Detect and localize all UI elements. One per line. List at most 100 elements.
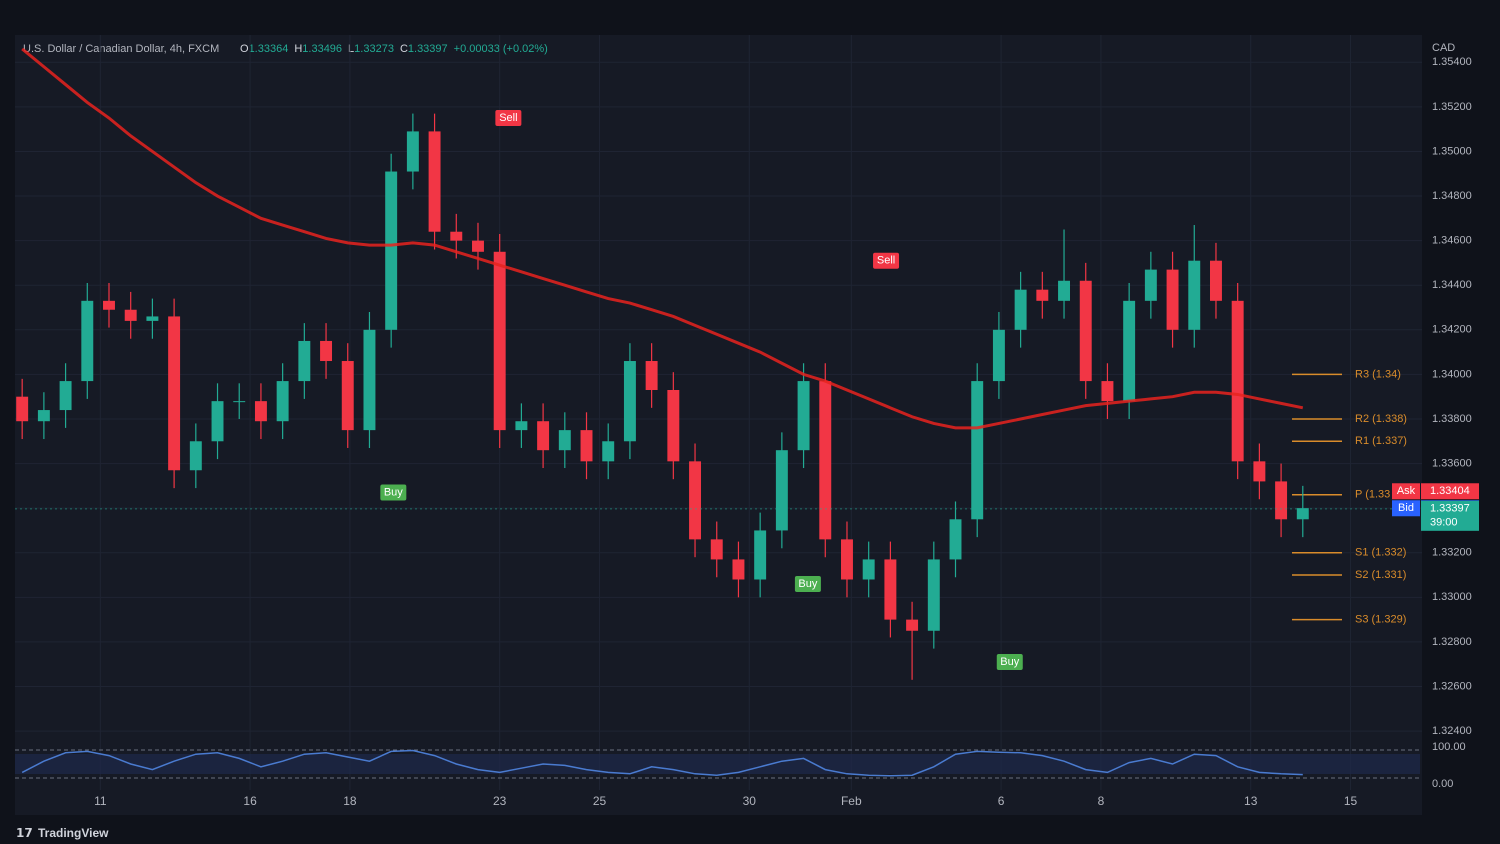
- change: +0.00033 (+0.02%): [454, 43, 548, 55]
- candle-body: [363, 329, 376, 431]
- bid-tag: Bid: [1398, 502, 1414, 514]
- candle-body: [341, 361, 354, 431]
- candle-body: [1296, 508, 1309, 520]
- x-tick-label: 11: [94, 794, 107, 808]
- oscillator-band: [15, 754, 1420, 774]
- ask-tag: Ask: [1397, 485, 1416, 497]
- y-tick-label: 1.33200: [1432, 547, 1472, 559]
- y-tick-label: 1.35000: [1432, 145, 1472, 157]
- signal-badge: [380, 484, 407, 501]
- brand-logo: 𝟭𝟳: [16, 826, 33, 840]
- pivot-label: S1 (1.332): [1355, 547, 1406, 559]
- candle-body: [841, 539, 853, 580]
- signal-label: Sell: [877, 255, 895, 267]
- ohlc-value: 1.33273: [354, 43, 394, 55]
- signal-badge: [495, 110, 522, 127]
- candle-body: [276, 381, 289, 422]
- candle-body: [1144, 269, 1157, 301]
- ohlc-value: 1.33364: [249, 43, 289, 55]
- candle-body: [146, 316, 159, 321]
- candle-body: [189, 441, 202, 471]
- y-tick-label: 1.33000: [1432, 591, 1472, 603]
- signal-label: Buy: [798, 578, 817, 590]
- candle-body: [797, 381, 810, 451]
- candle-body: [493, 251, 506, 431]
- candle-body: [732, 559, 745, 580]
- y-tick-label: 1.33800: [1432, 413, 1472, 425]
- candle-body: [254, 401, 267, 422]
- countdown: 39:00: [1430, 517, 1458, 529]
- candle-body: [1275, 481, 1288, 520]
- signal-label: Buy: [384, 486, 403, 498]
- pivot-label: R3 (1.34): [1355, 368, 1401, 380]
- candle-body: [211, 401, 224, 442]
- candle-body: [1253, 461, 1266, 482]
- signal-badge: [794, 575, 821, 592]
- pivot-label: S3 (1.329): [1355, 614, 1406, 626]
- candle-body: [1101, 381, 1114, 402]
- y-tick-label: 1.34800: [1432, 190, 1472, 202]
- y-tick-label: 1.32600: [1432, 680, 1472, 692]
- x-tick-label: 13: [1244, 794, 1258, 808]
- candle-body: [580, 430, 593, 462]
- oscillator-line: [21, 749, 1303, 777]
- candle-body: [59, 381, 72, 411]
- candle-body: [233, 401, 246, 403]
- moving-average: [21, 47, 1304, 430]
- ask-box: [1421, 483, 1479, 500]
- candle-body: [1123, 300, 1136, 402]
- y-tick-label: 1.34200: [1432, 324, 1472, 336]
- candle-body: [124, 309, 137, 321]
- candle-body: [472, 240, 484, 252]
- ohlc-key: C: [400, 43, 408, 55]
- y-tick-label: 1.33600: [1432, 457, 1472, 469]
- candle-body: [710, 539, 723, 560]
- candle-body: [385, 171, 398, 330]
- y-tick-label: 1.34000: [1432, 368, 1472, 380]
- candle-body: [37, 410, 50, 422]
- candle-body: [819, 381, 832, 540]
- ohlc-key: H: [294, 43, 302, 55]
- y-tick-label: 1.34600: [1432, 235, 1472, 247]
- signal-badge: [996, 653, 1023, 670]
- candle-body: [949, 519, 962, 560]
- oscillator-tick-label: 0.00: [1432, 778, 1453, 790]
- candle-body: [1166, 269, 1179, 330]
- pivot-label: S2 (1.331): [1355, 569, 1406, 581]
- candle-body: [754, 530, 767, 580]
- candle-body: [428, 131, 441, 232]
- candle-body: [906, 619, 919, 631]
- candle-body: [320, 340, 333, 362]
- last-value: 1.33397: [1430, 503, 1470, 515]
- candle-body: [927, 559, 940, 631]
- candle-body: [862, 559, 875, 580]
- candle-body: [16, 396, 29, 422]
- candle-body: [1036, 289, 1049, 301]
- candle-body: [992, 329, 1005, 382]
- candle-body: [558, 430, 571, 451]
- pivot-label: P (1.33: [1355, 489, 1390, 501]
- signal-badge: [873, 252, 900, 269]
- y-tick-label: 1.32400: [1432, 725, 1472, 737]
- ohlc-readout: O1.33364 H1.33496 L1.33273 C1.33397 +0.00033…: [240, 43, 548, 55]
- candle-body: [515, 421, 528, 431]
- candle-body: [406, 131, 419, 172]
- x-tick-label: 15: [1344, 794, 1358, 808]
- candle-body: [1231, 300, 1244, 462]
- x-tick-label: Feb: [841, 794, 862, 808]
- y-tick-label: 1.34400: [1432, 279, 1472, 291]
- ask-badge: [1392, 483, 1420, 500]
- signal-label: Buy: [1000, 656, 1019, 668]
- x-tick-label: 6: [998, 794, 1005, 808]
- pivot-label: R1 (1.337): [1355, 435, 1407, 447]
- candle-body: [298, 340, 311, 382]
- x-tick-label: 23: [493, 794, 507, 808]
- ohlc-key: O: [240, 43, 249, 55]
- header: U.S. Dollar / Canadian Dollar, 4h, FXCM …: [23, 43, 548, 55]
- candle-body: [689, 461, 702, 540]
- candle-body: [623, 361, 636, 442]
- candle-body: [1058, 280, 1070, 301]
- candle-body: [1210, 260, 1222, 301]
- x-tick-label: 16: [243, 794, 257, 808]
